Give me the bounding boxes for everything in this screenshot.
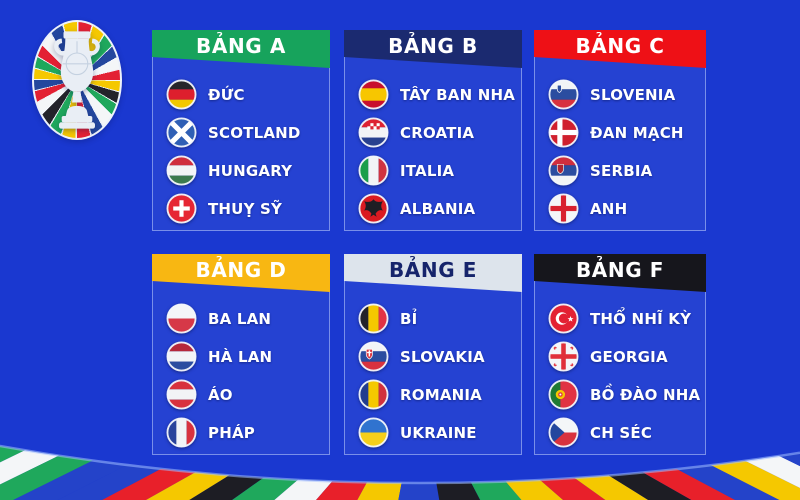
group-d-card: BẢNG D BA LAN HÀ LAN ÁO PHÁP bbox=[152, 254, 330, 455]
team-row: ALBANIA bbox=[358, 193, 521, 224]
group-c-header: BẢNG C bbox=[534, 30, 706, 68]
germany-flag-icon bbox=[166, 79, 197, 110]
serbia-flag-icon bbox=[548, 155, 579, 186]
team-name: SLOVAKIA bbox=[400, 347, 485, 366]
albania-flag-icon bbox=[358, 193, 389, 224]
group-c-card: BẢNG C SLOVENIA ĐAN MẠCH SERBIA ANH bbox=[534, 30, 706, 231]
team-row: TÂY BAN NHA bbox=[358, 79, 521, 110]
team-name: ĐAN MẠCH bbox=[590, 123, 684, 142]
slovenia-flag-icon bbox=[548, 79, 579, 110]
euro-trophy-logo bbox=[32, 20, 122, 140]
team-row: ROMANIA bbox=[358, 379, 521, 410]
group-a-teams: ĐỨC SCOTLAND HUNGARY THUỴ SỸ bbox=[153, 79, 329, 224]
croatia-flag-icon bbox=[358, 117, 389, 148]
poland-flag-icon bbox=[166, 303, 197, 334]
team-row: BỈ bbox=[358, 303, 521, 334]
group-a-card: BẢNG A ĐỨC SCOTLAND HUNGARY THUỴ SỸ bbox=[152, 30, 330, 231]
team-name: PHÁP bbox=[208, 423, 255, 442]
group-e-card: BẢNG E BỈ SLOVAKIA ROMANIA UKRAINE bbox=[344, 254, 522, 455]
team-name: SLOVENIA bbox=[590, 85, 676, 104]
austria-flag-icon bbox=[166, 379, 197, 410]
hungary-flag-icon bbox=[166, 155, 197, 186]
team-name: HUNGARY bbox=[208, 161, 293, 180]
team-name: CH SÉC bbox=[590, 423, 653, 442]
turkey-flag-icon bbox=[548, 303, 579, 334]
ukraine-flag-icon bbox=[358, 417, 389, 448]
team-name: SCOTLAND bbox=[208, 123, 301, 142]
group-b-header: BẢNG B bbox=[344, 30, 522, 68]
team-row: CROATIA bbox=[358, 117, 521, 148]
czech-flag-icon bbox=[548, 417, 579, 448]
team-row: CH SÉC bbox=[548, 417, 705, 448]
team-name: ĐỨC bbox=[208, 85, 245, 104]
team-row: BỒ ĐÀO NHA bbox=[548, 379, 705, 410]
team-name: CROATIA bbox=[400, 123, 475, 142]
team-row: BA LAN bbox=[166, 303, 329, 334]
group-e-header: BẢNG E bbox=[344, 254, 522, 292]
team-name: BỒ ĐÀO NHA bbox=[590, 385, 701, 404]
denmark-flag-icon bbox=[548, 117, 579, 148]
team-name: BA LAN bbox=[208, 309, 272, 328]
group-e-teams: BỈ SLOVAKIA ROMANIA UKRAINE bbox=[345, 303, 521, 448]
team-row: HÀ LAN bbox=[166, 341, 329, 372]
team-name: THỔ NHĨ KỲ bbox=[590, 309, 692, 328]
team-row: SERBIA bbox=[548, 155, 705, 186]
team-name: TÂY BAN NHA bbox=[400, 85, 516, 104]
team-row: ITALIA bbox=[358, 155, 521, 186]
italy-flag-icon bbox=[358, 155, 389, 186]
team-name: THUỴ SỸ bbox=[208, 199, 283, 218]
team-name: ITALIA bbox=[400, 161, 455, 180]
netherlands-flag-icon bbox=[166, 341, 197, 372]
group-f-teams: THỔ NHĨ KỲ GEORGIA BỒ ĐÀO NHA CH SÉC bbox=[535, 303, 705, 448]
romania-flag-icon bbox=[358, 379, 389, 410]
group-d-header: BẢNG D bbox=[152, 254, 330, 292]
group-f-header: BẢNG F bbox=[534, 254, 706, 292]
team-name: ANH bbox=[590, 199, 628, 218]
team-row: THUỴ SỸ bbox=[166, 193, 329, 224]
team-row: ÁO bbox=[166, 379, 329, 410]
group-b-teams: TÂY BAN NHA CROATIA ITALIA ALBANIA bbox=[345, 79, 521, 224]
team-name: UKRAINE bbox=[400, 423, 477, 442]
group-b-card: BẢNG B TÂY BAN NHA CROATIA ITALIA ALBANI… bbox=[344, 30, 522, 231]
portugal-flag-icon bbox=[548, 379, 579, 410]
team-name: ALBANIA bbox=[400, 199, 476, 218]
scotland-flag-icon bbox=[166, 117, 197, 148]
group-c-teams: SLOVENIA ĐAN MẠCH SERBIA ANH bbox=[535, 79, 705, 224]
team-row: THỔ NHĨ KỲ bbox=[548, 303, 705, 334]
team-row: HUNGARY bbox=[166, 155, 329, 186]
france-flag-icon bbox=[166, 417, 197, 448]
team-row: SLOVAKIA bbox=[358, 341, 521, 372]
switzerland-flag-icon bbox=[166, 193, 197, 224]
team-row: UKRAINE bbox=[358, 417, 521, 448]
team-name: BỈ bbox=[400, 309, 418, 328]
group-f-card: BẢNG F THỔ NHĨ KỲ GEORGIA BỒ ĐÀO NHA CH … bbox=[534, 254, 706, 455]
team-row: SLOVENIA bbox=[548, 79, 705, 110]
team-row: ĐAN MẠCH bbox=[548, 117, 705, 148]
england-flag-icon bbox=[548, 193, 579, 224]
team-row: PHÁP bbox=[166, 417, 329, 448]
team-row: ĐỨC bbox=[166, 79, 329, 110]
team-name: ROMANIA bbox=[400, 385, 482, 404]
group-d-teams: BA LAN HÀ LAN ÁO PHÁP bbox=[153, 303, 329, 448]
team-row: GEORGIA bbox=[548, 341, 705, 372]
trophy-icon bbox=[54, 31, 100, 129]
team-name: SERBIA bbox=[590, 161, 653, 180]
team-name: GEORGIA bbox=[590, 347, 668, 366]
team-name: HÀ LAN bbox=[208, 347, 273, 366]
slovakia-flag-icon bbox=[358, 341, 389, 372]
team-name: ÁO bbox=[208, 385, 233, 404]
georgia-flag-icon bbox=[548, 341, 579, 372]
team-row: ANH bbox=[548, 193, 705, 224]
team-row: SCOTLAND bbox=[166, 117, 329, 148]
spain-flag-icon bbox=[358, 79, 389, 110]
belgium-flag-icon bbox=[358, 303, 389, 334]
group-a-header: BẢNG A bbox=[152, 30, 330, 68]
